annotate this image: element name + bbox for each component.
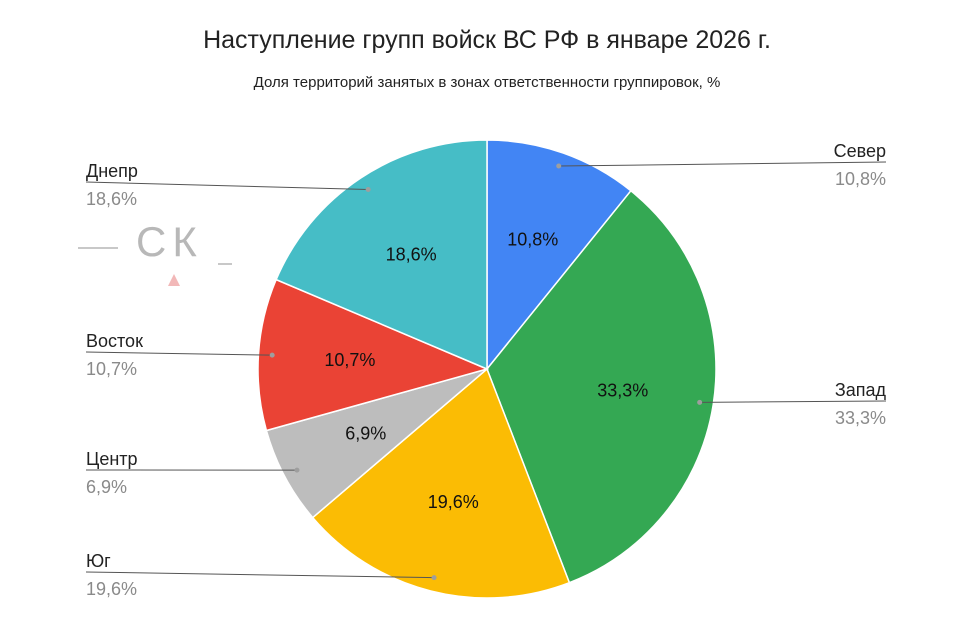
callout-value-0: 10,8% [835, 169, 886, 189]
callout-dot-3 [294, 467, 300, 473]
callout-value-4: 10,7% [86, 359, 137, 379]
callout-name-5: Днепр [86, 161, 138, 181]
slice-value-label-3: 6,9% [345, 424, 386, 444]
callout-value-5: 18,6% [86, 189, 137, 209]
pie-slice-1 [486, 189, 717, 584]
callout-dot-0 [556, 163, 562, 169]
callout-line-5 [85, 181, 369, 191]
pie-slice-4 [257, 278, 490, 432]
callout-line-0 [558, 161, 887, 167]
callout-dot-4 [269, 352, 275, 358]
watermark-mark-icon [78, 247, 232, 286]
slice-value-label-5: 18,6% [386, 244, 437, 264]
callout-name-1: Запад [835, 380, 887, 400]
callout-name-2: Юг [86, 551, 111, 571]
slice-value-label-1: 33,3% [597, 380, 648, 400]
slice-value-label-4: 10,7% [324, 350, 375, 370]
slice-value-label-0: 10,8% [507, 229, 558, 249]
watermark-logo: СК [78, 218, 238, 293]
callout-name-4: Восток [86, 331, 143, 351]
callout-value-1: 33,3% [835, 408, 886, 428]
chart-title: Наступление групп войск ВС РФ в январе 2… [203, 26, 771, 54]
callout-dot-5 [365, 187, 371, 193]
callout-value-3: 6,9% [86, 477, 127, 497]
callout-line-2 [85, 571, 435, 579]
pie-slice-0 [486, 139, 632, 372]
pie-slice-2 [311, 367, 571, 599]
callout-line-4 [85, 351, 273, 356]
slice-value-label-2: 19,6% [428, 492, 479, 512]
callout-value-2: 19,6% [86, 579, 137, 599]
callout-line-1 [699, 400, 887, 403]
callout-dot-1 [697, 399, 703, 405]
chart-subtitle: Доля территорий занятых в зонах ответств… [253, 74, 721, 91]
callout-dot-2 [431, 575, 437, 581]
watermark-text: СК [136, 218, 203, 265]
callout-name-0: Север [834, 141, 886, 161]
pie-slice-5 [275, 139, 488, 371]
callout-name-3: Центр [86, 449, 138, 469]
